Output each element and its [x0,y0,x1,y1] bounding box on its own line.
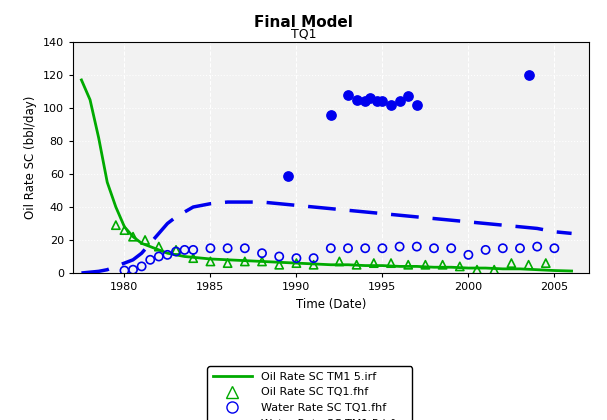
Point [111,222,121,228]
Point [163,252,172,258]
Point [386,260,396,266]
Point [171,247,181,253]
Point [378,245,387,252]
Point [361,245,370,252]
Point [489,266,499,273]
Point [549,245,559,252]
Point [438,261,447,268]
Point [154,243,164,250]
Point [412,101,422,108]
Point [206,245,215,252]
Point [343,245,353,252]
Point [171,248,181,255]
Point [412,243,422,250]
Point [188,255,198,262]
Point [223,245,232,252]
Point [524,261,534,268]
Point [455,263,464,270]
Text: TQ1: TQ1 [291,27,316,40]
Point [257,250,267,257]
Point [291,260,301,266]
Point [429,245,439,252]
Point [515,245,525,252]
Point [188,247,198,253]
Point [395,98,404,105]
Point [378,98,387,105]
Point [386,101,396,108]
Point [128,266,138,273]
Point [351,96,361,103]
Point [240,245,249,252]
Point [274,261,284,268]
Point [343,92,353,98]
Point [120,267,129,274]
Point [128,234,138,240]
Point [180,247,189,253]
X-axis label: Time (Date): Time (Date) [296,298,366,310]
Point [137,263,146,270]
Point [154,253,164,260]
Point [403,261,413,268]
Point [361,98,370,105]
Point [291,255,301,262]
Point [365,95,375,102]
Point [464,252,473,258]
Text: Final Model: Final Model [254,15,353,30]
Y-axis label: Oil Rate SC (bbl/day): Oil Rate SC (bbl/day) [24,96,37,219]
Point [532,243,542,250]
Point [274,253,284,260]
Point [369,260,379,266]
Point [283,172,293,179]
Point [524,72,534,79]
Point [309,255,319,262]
Point [541,260,551,266]
Point [326,111,336,118]
Point [395,243,404,250]
Point [326,245,336,252]
Point [446,245,456,252]
Point [403,93,413,100]
Point [421,261,430,268]
Point [334,258,344,265]
Point [481,247,490,253]
Point [472,266,482,273]
Point [145,257,155,263]
Point [140,236,150,243]
Point [223,260,232,266]
Point [351,261,361,268]
Point [257,258,267,265]
Point [240,258,249,265]
Point [309,261,319,268]
Point [120,227,129,234]
Point [498,245,507,252]
Point [206,258,215,265]
Point [506,260,516,266]
Point [372,98,382,105]
Legend: Oil Rate SC TM1 5.irf, Oil Rate SC TQ1.fhf, Water Rate SC TQ1.fhf, Water Rate SC: Oil Rate SC TM1 5.irf, Oil Rate SC TQ1.f… [208,366,412,420]
